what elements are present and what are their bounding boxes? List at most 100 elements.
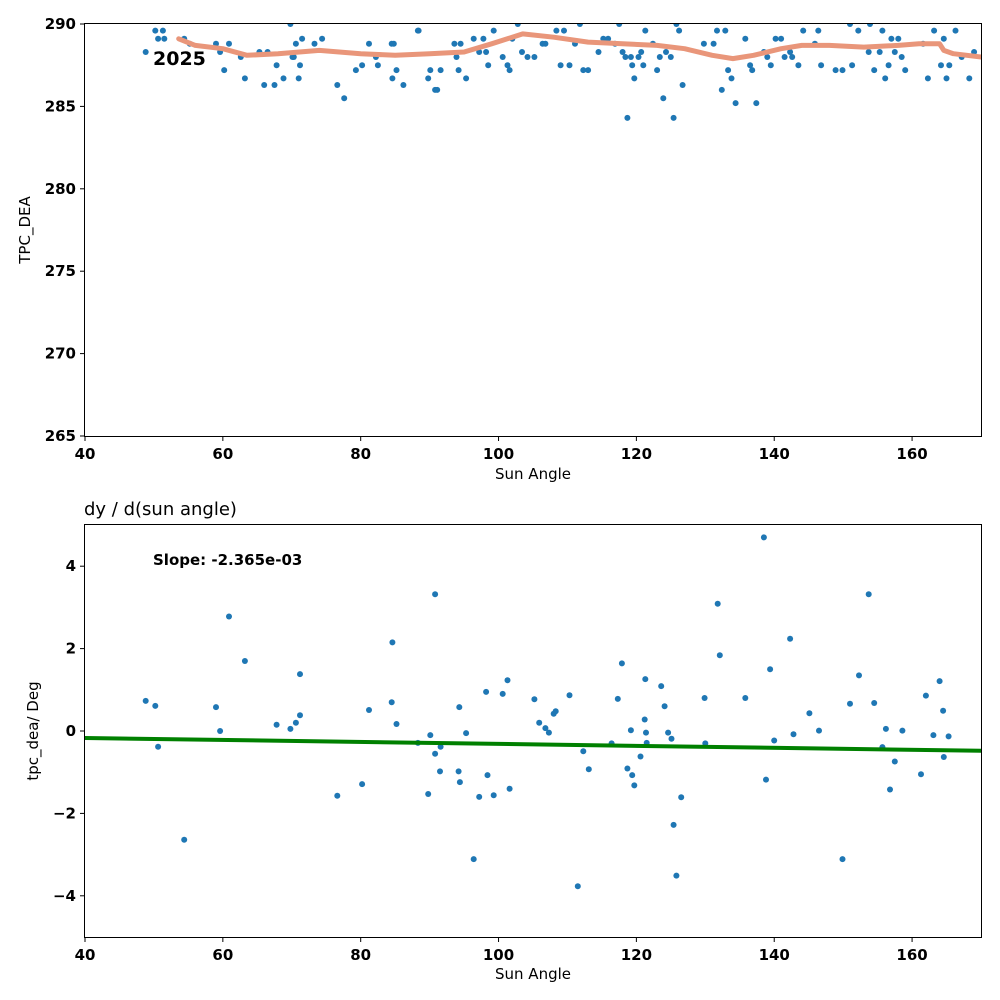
data-point [679,82,686,88]
data-point [865,591,872,598]
data-point [871,700,878,706]
data-point [701,695,708,701]
data-point [714,600,721,607]
data-point [341,95,348,102]
data-point [629,772,636,779]
data-point [767,666,774,673]
data-point [787,49,794,55]
data-point [670,114,677,121]
data-point [390,40,397,47]
data-point [553,27,560,34]
data-point [867,24,873,27]
data-point [566,62,573,69]
data-point [566,692,573,699]
data-point [453,54,460,60]
top-y-axis-label: TPC_DEA [16,196,35,265]
data-point [181,836,188,843]
data-point [668,735,675,742]
data-point [643,729,649,736]
data-point [483,49,490,55]
data-point [319,35,326,42]
data-point [749,67,756,74]
data-point [359,781,366,788]
data-point [631,75,638,82]
data-point [432,591,439,598]
data-point [624,114,631,121]
data-point [585,67,592,74]
data-point [142,697,149,704]
data-point [595,49,602,55]
data-point [931,27,938,34]
data-point [781,54,788,60]
bottom-plot-marks [85,534,981,890]
data-point [504,677,511,684]
data-point [295,75,302,82]
data-point [576,24,583,27]
data-point [618,660,625,667]
data-point [457,40,464,47]
data-point [855,27,862,34]
data-point [778,35,785,42]
data-point [389,639,396,646]
data-point [425,791,432,797]
data-point [619,49,626,55]
data-point [624,765,631,772]
data-point [714,27,720,34]
data-point [816,727,822,734]
data-point [936,678,943,685]
data-point [902,67,909,74]
data-point [152,702,159,709]
data-point [536,719,543,726]
bottom-plot-title: dy / d(sun angle) [84,499,237,520]
data-point [334,82,341,88]
data-point [273,721,280,728]
data-point [815,27,822,34]
data-point [771,737,778,744]
top-y-ticks: 265 270 275 280 285 290 [45,15,85,445]
data-point [760,534,767,541]
data-point [287,725,294,732]
data-point [789,54,796,60]
data-point [940,707,947,714]
data-point [221,67,228,74]
data-point [504,62,511,69]
data-point [290,54,297,60]
data-point [658,683,665,690]
bottom-y-ticks: −4 −2 0 2 4 [53,557,85,905]
trend-line [176,31,981,62]
data-point [552,708,559,715]
data-point [832,67,839,74]
data-point [839,856,846,863]
x-tick-label: 40 [75,445,96,463]
data-point [542,725,549,732]
data-point [542,40,549,47]
y-tick-label: 2 [66,640,76,658]
data-point [888,35,895,42]
x-tick-label: 160 [896,445,927,463]
data-point [485,62,492,69]
data-point [847,700,853,707]
data-point [710,40,717,47]
data-point [891,49,898,55]
data-point [470,856,477,863]
data-point [499,690,506,697]
data-point [663,49,669,55]
data-point [638,49,645,55]
data-point [764,54,771,60]
data-point [427,67,434,74]
data-point [716,652,723,659]
data-point [656,54,663,60]
data-point [226,40,232,47]
data-point [241,658,248,664]
data-point [930,732,937,739]
data-point [280,75,287,82]
y-tick-label: 270 [45,345,76,363]
data-point [297,671,303,678]
data-point [922,692,929,699]
data-point [292,719,299,726]
data-point [806,710,813,717]
data-point [388,699,395,706]
data-point [676,27,683,34]
data-point [849,62,856,69]
bottom-y-axis-label: tpc_dea/ Deg [24,681,43,780]
